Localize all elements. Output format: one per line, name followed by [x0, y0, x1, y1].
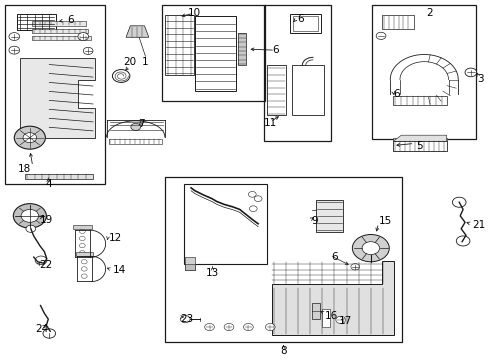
Bar [381, 15, 413, 30]
Bar [4, 5, 105, 184]
Circle shape [112, 69, 130, 82]
Circle shape [265, 323, 275, 330]
Circle shape [352, 234, 388, 262]
Bar [322, 309, 329, 327]
Bar [289, 14, 321, 33]
Circle shape [248, 192, 256, 197]
Bar [291, 65, 323, 116]
Text: 17: 17 [338, 316, 351, 326]
Circle shape [375, 32, 385, 40]
Bar [76, 252, 93, 256]
Bar [237, 33, 246, 65]
Circle shape [79, 236, 85, 240]
Bar [392, 141, 446, 151]
Text: 22: 22 [40, 260, 53, 270]
Polygon shape [271, 261, 393, 335]
Bar [32, 36, 90, 40]
Circle shape [43, 329, 56, 338]
Circle shape [79, 251, 85, 255]
Text: 7: 7 [138, 120, 144, 129]
Bar [17, 14, 56, 30]
Bar [108, 139, 162, 144]
Bar [32, 29, 88, 33]
Circle shape [350, 264, 359, 270]
Circle shape [23, 133, 37, 143]
Text: 19: 19 [40, 215, 53, 225]
Circle shape [254, 196, 262, 202]
Bar [164, 15, 194, 75]
Text: 24: 24 [35, 324, 48, 334]
Circle shape [464, 68, 476, 77]
Text: 6: 6 [296, 14, 303, 24]
Text: 3: 3 [476, 74, 483, 84]
Text: 16: 16 [325, 311, 338, 320]
Text: 12: 12 [109, 233, 122, 243]
Circle shape [131, 123, 140, 131]
Text: 14: 14 [112, 265, 125, 275]
Circle shape [35, 256, 47, 265]
Bar [266, 65, 285, 116]
Circle shape [9, 46, 20, 54]
Text: 1: 1 [142, 57, 148, 67]
Text: 20: 20 [123, 57, 136, 67]
Bar [184, 184, 266, 264]
Circle shape [451, 197, 465, 207]
Bar [371, 5, 475, 139]
Bar [264, 5, 330, 141]
Circle shape [13, 204, 46, 228]
Circle shape [455, 236, 469, 246]
Bar [292, 17, 318, 31]
Polygon shape [392, 135, 446, 141]
Bar [311, 303, 320, 319]
Text: 21: 21 [471, 220, 484, 230]
Polygon shape [20, 58, 95, 138]
Circle shape [9, 33, 20, 41]
Circle shape [81, 274, 87, 278]
Circle shape [21, 210, 39, 222]
Circle shape [79, 243, 85, 248]
Bar [392, 96, 446, 105]
Circle shape [243, 323, 253, 330]
Bar [316, 200, 343, 232]
Text: 15: 15 [378, 216, 391, 226]
Bar [392, 138, 446, 141]
Text: 11: 11 [263, 118, 276, 128]
Circle shape [14, 126, 45, 149]
Circle shape [335, 316, 345, 323]
Text: 5: 5 [415, 141, 422, 151]
Bar [195, 16, 236, 91]
Bar [185, 264, 195, 270]
Text: 18: 18 [18, 164, 31, 174]
Bar [164, 177, 401, 342]
Text: 13: 13 [205, 267, 219, 278]
Bar [25, 174, 93, 179]
Circle shape [81, 267, 87, 271]
Circle shape [224, 323, 233, 330]
Text: 23: 23 [180, 314, 193, 324]
Text: 8: 8 [280, 346, 286, 356]
Circle shape [26, 225, 36, 232]
Text: 6: 6 [330, 252, 337, 262]
Circle shape [361, 242, 379, 255]
Text: 4: 4 [45, 179, 52, 189]
Bar [185, 257, 195, 270]
Bar [162, 5, 265, 101]
Circle shape [83, 47, 93, 54]
Text: 6: 6 [272, 45, 279, 55]
Text: 6: 6 [392, 89, 399, 99]
Circle shape [204, 323, 214, 330]
Bar [32, 22, 85, 26]
Bar [72, 225, 92, 229]
Circle shape [78, 33, 88, 41]
Text: 9: 9 [311, 216, 318, 226]
Circle shape [81, 260, 87, 264]
Circle shape [79, 229, 85, 233]
Circle shape [249, 206, 257, 212]
Polygon shape [126, 26, 148, 37]
Circle shape [180, 316, 190, 323]
Text: 10: 10 [187, 8, 201, 18]
Text: 2: 2 [425, 8, 431, 18]
Text: 6: 6 [67, 15, 74, 26]
